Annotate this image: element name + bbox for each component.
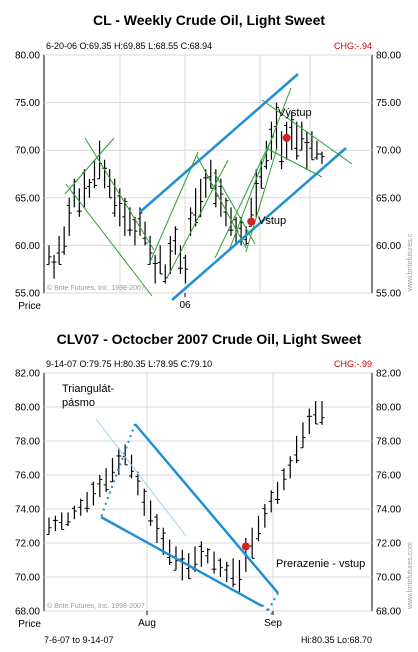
chart2-y-tick-label-right: 82.00 [376, 369, 401, 380]
chart1-y-tick-label-left: 70.00 [15, 146, 40, 157]
chart1-trendline [213, 171, 256, 245]
chart2-y-tick-label-right: 76.00 [376, 471, 401, 482]
chart1-trendline [171, 147, 347, 301]
chart1-ohlc-header: 6-20-06 O:69.35 H:69.85 L:68.55 C:68.94 [46, 41, 212, 51]
chart1-trendline [245, 147, 278, 253]
chart1-plot-frame [43, 54, 373, 294]
chart2-trendline-dotted [100, 423, 136, 518]
chart2-y-tick-label-right: 70.00 [376, 573, 401, 584]
chart1-trendline [261, 99, 353, 165]
chart1-y-tick-label-left: 75.00 [15, 98, 40, 109]
chart1-y-tick-label-right: 60.00 [376, 241, 401, 252]
chart2-annotation-triangle: Triangulát- [62, 383, 115, 395]
chart1-y-tick-label-right: 80.00 [376, 51, 401, 62]
chart2-trendline [134, 423, 279, 594]
chart1-watermark: © Brite Futures, Inc. 1998-2007 [47, 284, 145, 292]
chart1-title: CL - Weekly Crude Oil, Light Sweet [92, 12, 326, 28]
chart1-y-tick-label-left: 80.00 [15, 51, 40, 62]
chart2-annotation-band: pásmo [62, 397, 95, 409]
chart2-trendline [100, 515, 263, 608]
chart2-y-tick-label-left: 82.00 [15, 369, 40, 380]
chart2-y-tick-label-right: 72.00 [376, 539, 401, 550]
chart2-y-tick-label-right: 78.00 [376, 437, 401, 448]
chart2-y-tick-label-right: 80.00 [376, 403, 401, 414]
chart2-y-tick-label-left: 68.00 [15, 607, 40, 618]
chart2-y-tick-label-right: 68.00 [376, 607, 401, 618]
chart2-watermark: © Brite Futures, Inc. 1998-2007 [47, 602, 145, 610]
chart1-y-tick-label-left: 60.00 [15, 241, 40, 252]
chart1-change: CHG:-.94 [334, 41, 372, 51]
chart2-side-watermark: www.britefutures.com [407, 542, 414, 610]
chart1-y-tick-label-right: 65.00 [376, 193, 401, 204]
chart2-x-tick-label: Sep [264, 618, 282, 629]
chart2-change: CHG:-.99 [334, 359, 372, 369]
chart2-signal-marker [241, 542, 250, 551]
chart2-y-tick-label-left: 70.00 [15, 573, 40, 584]
chart1-y-tick-label-right: 55.00 [376, 289, 401, 300]
chart1-trendline [229, 87, 292, 249]
chart1-y-tick-label-right: 70.00 [376, 146, 401, 157]
chart2-title: CLV07 - Octocber 2007 Crude Oil, Light S… [56, 331, 362, 347]
chart1-trendline [64, 137, 115, 195]
chart2-footer-hilo: Hi:80.35 Lo:68.70 [301, 635, 372, 645]
chart1-x-tick-label: 06 [179, 300, 191, 311]
chart1-side-watermark: www.britefutures.c [407, 233, 414, 292]
chart1-y-tick-label-right: 75.00 [376, 98, 401, 109]
chart1-signal-marker [247, 217, 256, 226]
chart1-trendline [149, 151, 199, 263]
chart2-trendline [95, 418, 187, 537]
chart1-trendline [196, 155, 247, 249]
chart1-annotation-entry: Vstup [258, 215, 286, 227]
chart1-y-tick-label-left: 65.00 [15, 193, 40, 204]
chart1-y-tick-label-left: 55.00 [15, 289, 40, 300]
chart1-trendline [84, 137, 155, 251]
chart2-y-tick-label-left: 74.00 [15, 505, 40, 516]
chart1-trendline [214, 133, 275, 259]
chart2-y-tick-label-right: 74.00 [376, 505, 401, 516]
chart1-trendline [139, 73, 299, 213]
chart2-footer-range: 7-6-07 to 9-14-07 [44, 635, 114, 645]
chart2-y-tick-label-left: 76.00 [15, 471, 40, 482]
chart2-price-label: Price [18, 619, 41, 630]
chart2-ohlc-header: 9-14-07 O:79.75 H:80.35 L:78.95 C:79.10 [46, 359, 212, 369]
chart1-trendline [265, 147, 323, 178]
chart1-price-label: Price [18, 301, 41, 312]
chart1-annotation-exit: Výstup [278, 107, 312, 119]
chart1-signal-marker [282, 133, 291, 142]
chart2-x-tick-label: Aug [138, 618, 156, 629]
chart2-trendline-dotted [261, 604, 273, 615]
chart2-trendline-dotted [265, 592, 279, 615]
chart2-y-tick-label-left: 78.00 [15, 437, 40, 448]
chart1-trendline [65, 183, 153, 297]
chart2-y-tick-label-left: 72.00 [15, 539, 40, 550]
chart2-annotation-breakout: Prerazenie - vstup [276, 558, 365, 570]
chart2-y-tick-label-left: 80.00 [15, 403, 40, 414]
